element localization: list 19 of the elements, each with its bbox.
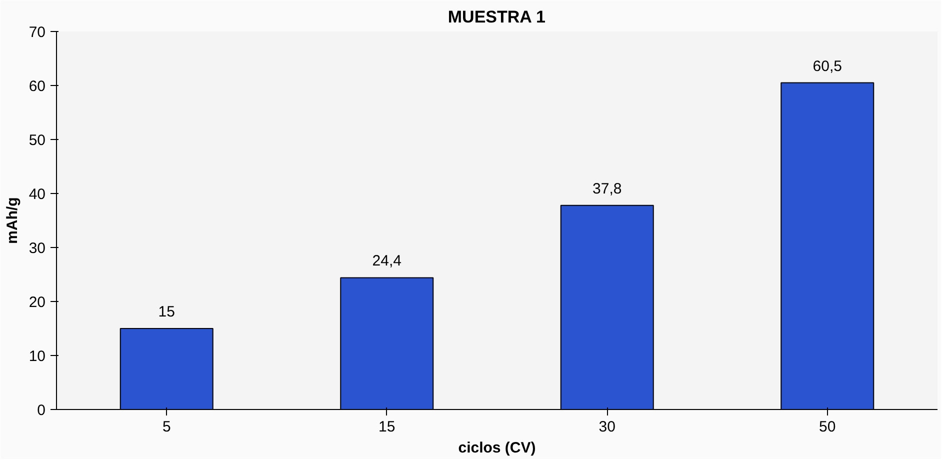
x-tick-label: 5	[162, 418, 171, 436]
x-tick-label: 50	[819, 418, 836, 436]
chart-title: MUESTRA 1	[448, 8, 546, 26]
y-tick-label: 30	[28, 240, 46, 257]
x-axis-title: ciclos (CV)	[458, 440, 536, 456]
y-tick-label: 70	[28, 24, 46, 41]
y-tick-label: 40	[28, 186, 46, 203]
y-tick-label: 50	[28, 132, 46, 149]
x-tick-label: 15	[378, 418, 396, 436]
data-label: 37,8	[592, 180, 622, 198]
data-label: 60,5	[812, 58, 842, 75]
y-tick-label: 20	[28, 294, 46, 311]
y-tick-label: 0	[37, 402, 46, 419]
data-label: 15	[158, 304, 175, 320]
y-tick-label: 60	[28, 78, 46, 95]
data-label: 24,4	[372, 252, 402, 270]
y-tick-label: 10	[28, 348, 46, 365]
x-tick-label: 30	[598, 418, 616, 436]
y-axis-title: mAh/g	[4, 197, 21, 244]
